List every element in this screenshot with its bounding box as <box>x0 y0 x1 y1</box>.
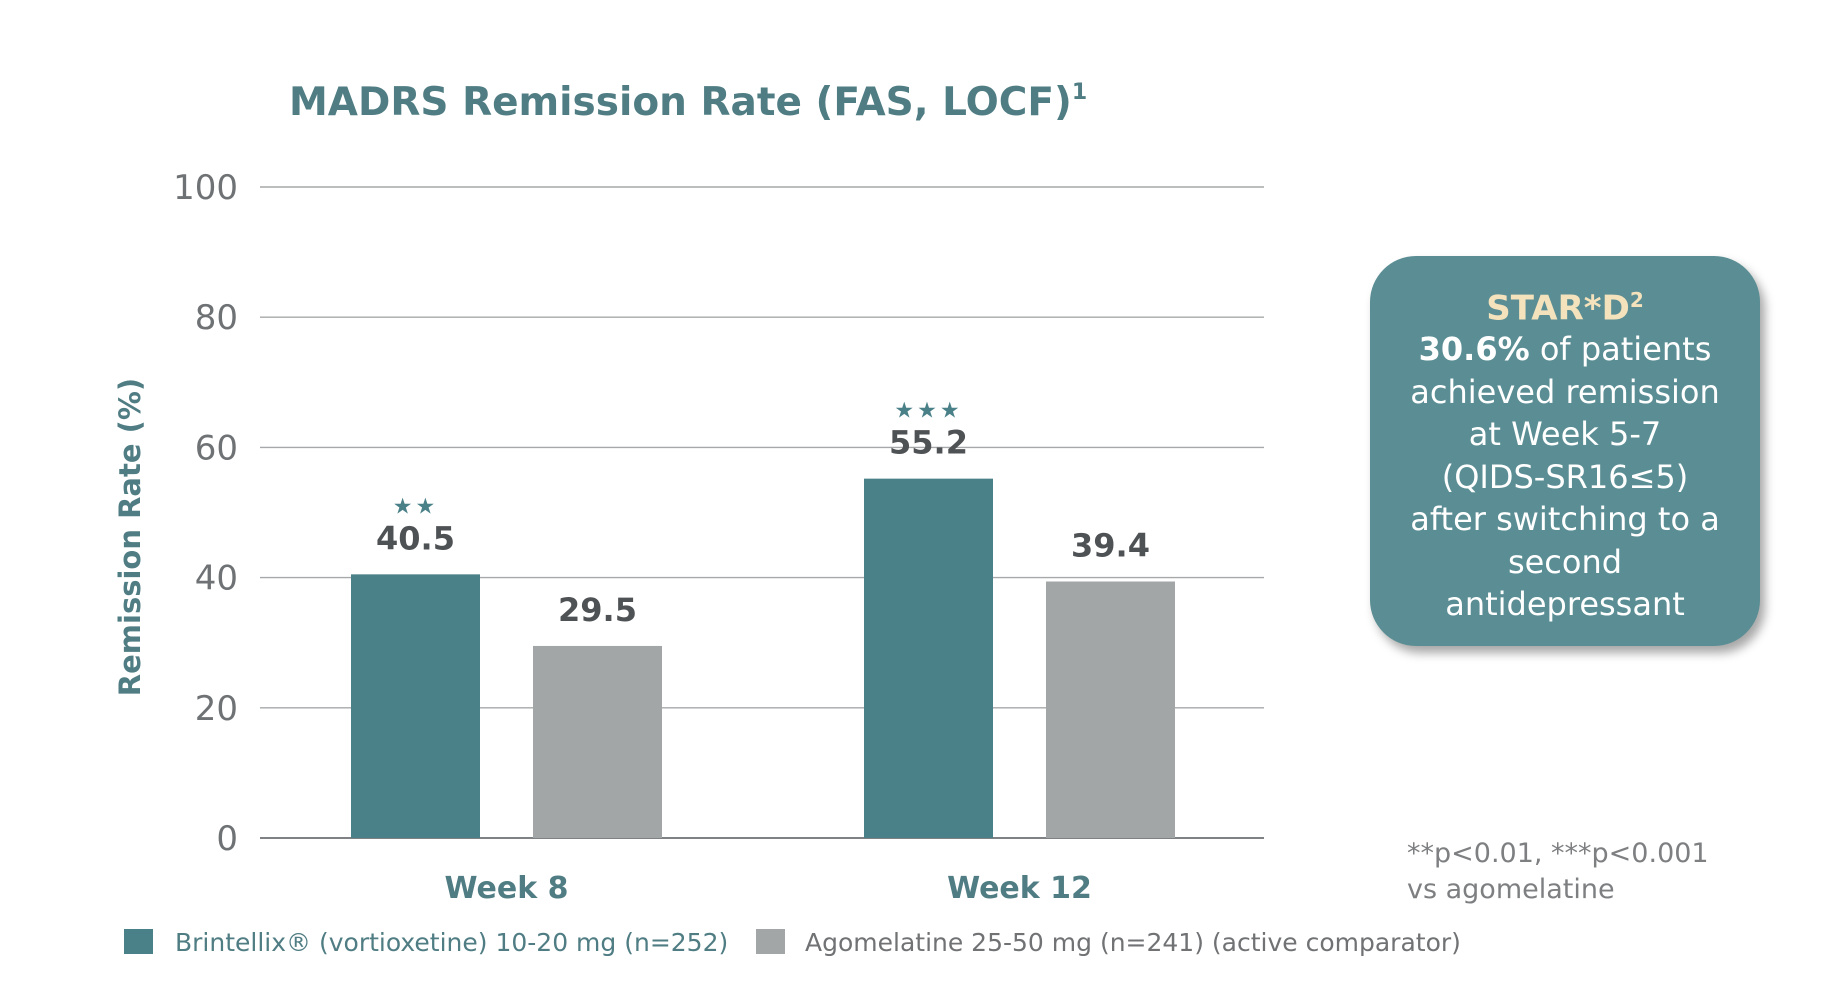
chart-title: MADRS Remission Rate (FAS, LOCF)1 <box>289 80 1087 125</box>
callout-line-7: antidepressant <box>1445 585 1685 624</box>
callout-title-text: STAR*D <box>1486 288 1630 329</box>
y-tick-60: 60 <box>195 428 238 468</box>
chart-title-text: MADRS Remission Rate (FAS, LOCF) <box>289 80 1072 125</box>
legend-label-2: Agomelatine 25-50 mg (n=241) (active com… <box>805 928 1461 957</box>
callout-title-superscript: 2 <box>1629 288 1644 312</box>
callout-line-4: (QIDS-SR16≤5) <box>1441 457 1689 496</box>
star-d-callout: STAR*D2 30.6% of patients achieved remis… <box>1370 256 1760 646</box>
y-tick-100: 100 <box>173 168 238 208</box>
bar-week-12-series-1 <box>864 478 993 838</box>
significance-stars-week-8: ★★ <box>393 494 438 519</box>
callout-body: 30.6% of patients achieved remission at … <box>1382 328 1748 626</box>
bar-week-8-series-1 <box>351 574 480 838</box>
footnote-line-2: vs agomelatine <box>1407 874 1615 905</box>
callout-line-2: achieved remission <box>1410 372 1720 411</box>
callout-line-1: 30.6% of patients <box>1382 328 1748 371</box>
data-label-week-12-series-1: 55.2 <box>889 424 968 462</box>
legend-swatch-1 <box>124 929 153 954</box>
data-labels: 40.5★★ 29.5 55.2★★★ 39.4 <box>376 399 1150 629</box>
y-tick-80: 80 <box>195 298 238 338</box>
y-axis-ticks: 0 20 40 60 80 100 <box>173 168 238 859</box>
y-tick-20: 20 <box>195 689 238 729</box>
callout-line-6: second <box>1507 542 1623 581</box>
x-axis-categories: Week 8 Week 12 <box>445 871 1092 906</box>
legend-label-1: Brintellix® (vortioxetine) 10-20 mg (n=2… <box>175 928 728 957</box>
data-label-week-8-series-1: 40.5 <box>376 519 455 557</box>
data-label-week-8-series-2: 29.5 <box>558 591 637 629</box>
legend: Brintellix® (vortioxetine) 10-20 mg (n=2… <box>124 928 1461 957</box>
x-category-week-8: Week 8 <box>445 871 569 906</box>
footnote-line-1: **p<0.01, ***p<0.001 <box>1407 838 1709 869</box>
significance-stars-week-12: ★★★ <box>894 399 962 424</box>
data-label-week-12-series-2: 39.4 <box>1071 527 1150 565</box>
callout-title: STAR*D2 <box>1370 280 1760 328</box>
callout-line-1-rest: of patients <box>1529 330 1712 369</box>
significance-footnote: **p<0.01, ***p<0.001 vs agomelatine <box>1407 836 1709 908</box>
callout-highlight: 30.6% <box>1418 330 1530 369</box>
y-axis-label: Remission Rate (%) <box>113 378 147 696</box>
y-tick-40: 40 <box>195 559 238 599</box>
x-category-week-12: Week 12 <box>947 871 1092 906</box>
chart-title-superscript: 1 <box>1072 80 1087 105</box>
legend-swatch-2 <box>756 929 785 954</box>
bars <box>351 478 1175 838</box>
bar-week-12-series-2 <box>1046 581 1175 838</box>
callout-line-3: at Week 5-7 <box>1468 415 1662 454</box>
callout-line-5: after switching to a <box>1410 500 1720 539</box>
y-tick-0: 0 <box>216 819 238 859</box>
bar-week-8-series-2 <box>533 645 662 838</box>
